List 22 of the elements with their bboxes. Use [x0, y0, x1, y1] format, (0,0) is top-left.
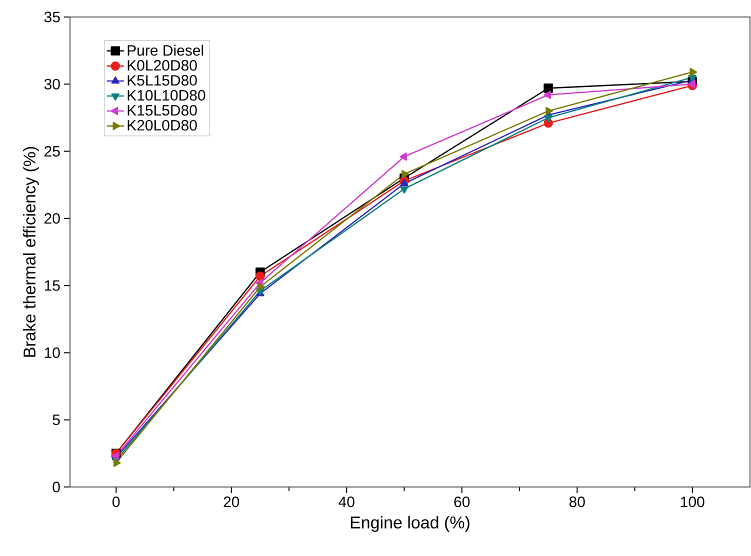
x-tick-label: 100 — [681, 496, 704, 508]
legend-label: K5L15D80 — [128, 75, 197, 86]
x-tick-label: 40 — [338, 496, 354, 508]
x-tick-label: 60 — [454, 496, 470, 508]
x-axis-title: Engine load (%) — [350, 516, 470, 532]
y-axis-title: Brake thermal efficiency (%) — [23, 146, 39, 357]
legend-label: Pure Diesel — [128, 44, 204, 56]
y-tick-label: 10 — [44, 347, 60, 358]
y-tick-label: 20 — [44, 213, 60, 224]
y-tick-label: 25 — [44, 146, 60, 157]
x-tick-label: 0 — [112, 496, 120, 508]
legend-label: K0L20D80 — [128, 60, 197, 71]
legend-label: K20L0D80 — [128, 120, 197, 131]
x-tick-label: 80 — [569, 496, 585, 508]
y-tick-label: 30 — [44, 78, 60, 90]
legend-label: K15L5D80 — [128, 104, 197, 116]
x-tick-label: 20 — [224, 496, 240, 508]
y-tick-label: 15 — [44, 280, 60, 291]
legend-label: K10L10D80 — [128, 90, 206, 101]
y-tick-label: 5 — [52, 414, 60, 426]
y-tick-label: 35 — [44, 12, 60, 22]
y-tick-label: 0 — [52, 482, 60, 492]
